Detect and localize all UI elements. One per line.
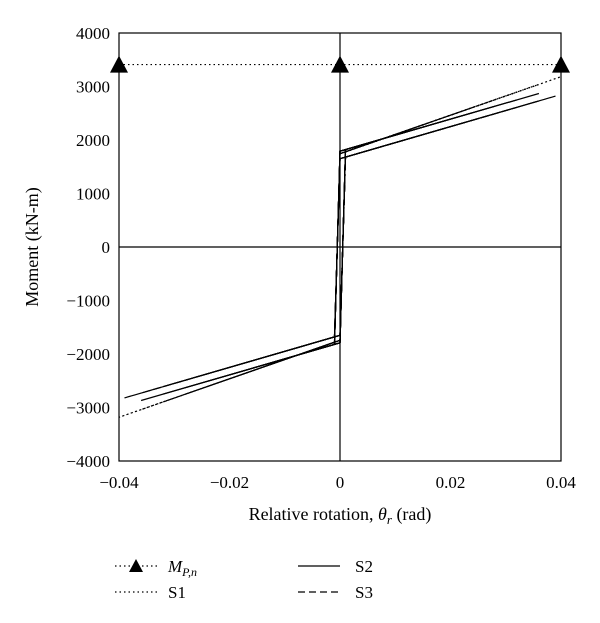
legend-item-s2: S2 <box>298 557 373 576</box>
legend-label-s2: S2 <box>355 557 373 576</box>
plastic-moment-series <box>110 55 570 73</box>
legend-label-s3: S3 <box>355 583 373 602</box>
y-axis-label: Moment (kN-m) <box>22 187 43 306</box>
legend: MP,n S1 S2 S3 <box>115 557 373 602</box>
x-tick-label: −0.02 <box>210 473 249 492</box>
y-tick-label: 4000 <box>76 24 110 43</box>
mp-triangle-marker <box>552 55 570 73</box>
series-s3 <box>124 95 556 399</box>
x-tick-label: 0.04 <box>546 473 576 492</box>
legend-item-s1: S1 <box>115 583 186 602</box>
y-tick-label: −3000 <box>66 399 110 418</box>
hysteresis-loop <box>140 92 540 402</box>
legend-label-s1: S1 <box>168 583 186 602</box>
hysteresis-loop <box>124 95 556 399</box>
legend-item-s3: S3 <box>298 583 373 602</box>
y-tick-label: 0 <box>102 238 111 257</box>
series-s2 <box>140 92 540 402</box>
x-axis-label: Relative rotation, θr (rad) <box>249 504 432 527</box>
y-tick-label: −1000 <box>66 292 110 311</box>
y-tick-label: 1000 <box>76 185 110 204</box>
x-tick-label: −0.04 <box>99 473 139 492</box>
hysteresis-loop <box>118 76 562 418</box>
y-tick-label: −4000 <box>66 452 110 471</box>
mp-triangle-marker <box>331 55 349 73</box>
y-tick-label: −2000 <box>66 345 110 364</box>
hysteresis-loop <box>163 91 517 403</box>
legend-item-mp: MP,n <box>115 557 197 579</box>
mp-triangle-marker <box>110 55 128 73</box>
y-tick-labels: 4000 3000 2000 1000 0 −1000 −2000 −3000 −4000 <box>66 24 110 471</box>
x-tick-labels: −0.04 −0.02 0 0.02 0.04 <box>99 473 576 492</box>
legend-label-mp: MP,n <box>167 557 197 579</box>
x-tick-label: 0 <box>336 473 345 492</box>
legend-marker-triangle-icon <box>129 559 143 572</box>
y-tick-label: 2000 <box>76 131 110 150</box>
x-tick-label: 0.02 <box>436 473 466 492</box>
hysteresis-curves <box>118 76 562 418</box>
plot-area <box>110 32 570 462</box>
y-tick-label: 3000 <box>76 78 110 97</box>
